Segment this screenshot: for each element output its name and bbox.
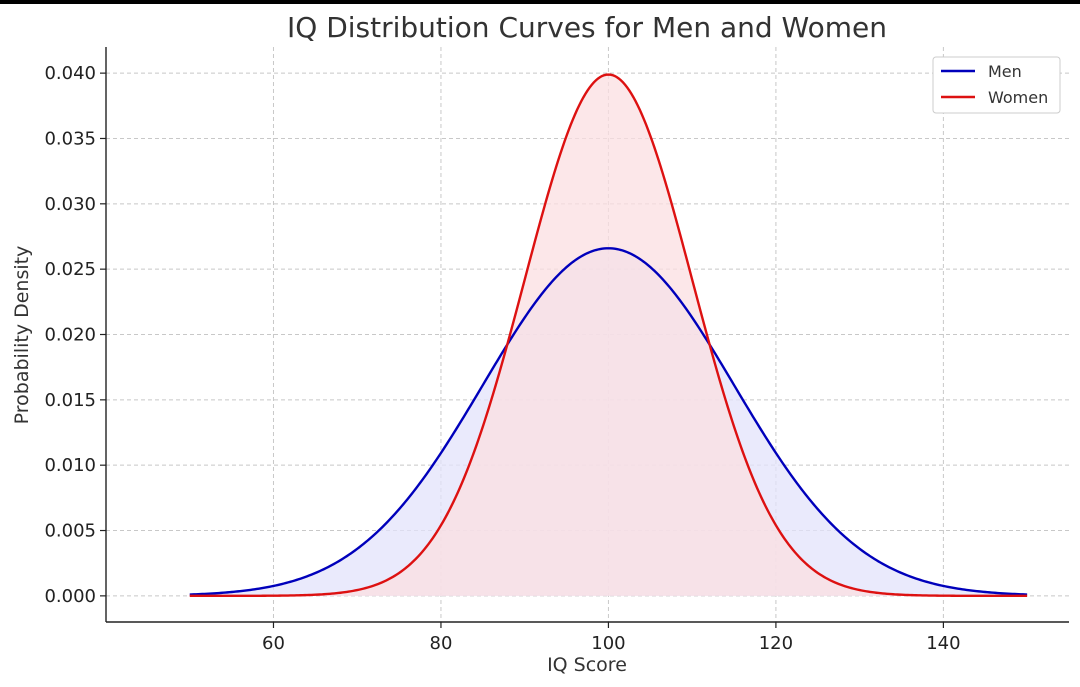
y-axis-label: Probability Density — [11, 246, 33, 425]
x-ticks: 60 80 100 120 140 — [262, 622, 961, 654]
legend-label-women: Women — [988, 88, 1048, 107]
y-tick-label: 0.010 — [44, 455, 96, 476]
y-tick-label: 0.020 — [44, 325, 96, 346]
x-axis-label: IQ Score — [547, 654, 627, 676]
y-tick-label: 0.015 — [44, 390, 96, 411]
top-border — [0, 0, 1080, 4]
y-tick-label: 0.005 — [44, 521, 96, 542]
x-tick-label: 60 — [262, 633, 285, 654]
legend-label-men: Men — [988, 62, 1022, 81]
y-tick-label: 0.040 — [44, 63, 96, 84]
chart-title: IQ Distribution Curves for Men and Women — [287, 11, 887, 44]
area-fill-women — [189, 74, 1028, 596]
series-lines — [189, 73, 1028, 598]
legend: Men Women — [932, 56, 1061, 114]
x-tick-label: 120 — [759, 633, 793, 654]
y-ticks: 0.000 0.005 0.010 0.015 0.020 0.025 0.030 0.035… — [44, 63, 106, 607]
y-tick-label: 0.035 — [44, 128, 96, 149]
y-tick-label: 0.025 — [44, 259, 96, 280]
series-line-men — [189, 247, 1028, 596]
y-tick-label: 0.000 — [44, 586, 96, 607]
x-tick-label: 140 — [926, 633, 960, 654]
x-tick-label: 100 — [591, 633, 625, 654]
area-fills — [189, 74, 1028, 596]
series-line-women — [189, 73, 1028, 598]
x-tick-label: 80 — [430, 633, 453, 654]
y-tick-label: 0.030 — [44, 194, 96, 215]
